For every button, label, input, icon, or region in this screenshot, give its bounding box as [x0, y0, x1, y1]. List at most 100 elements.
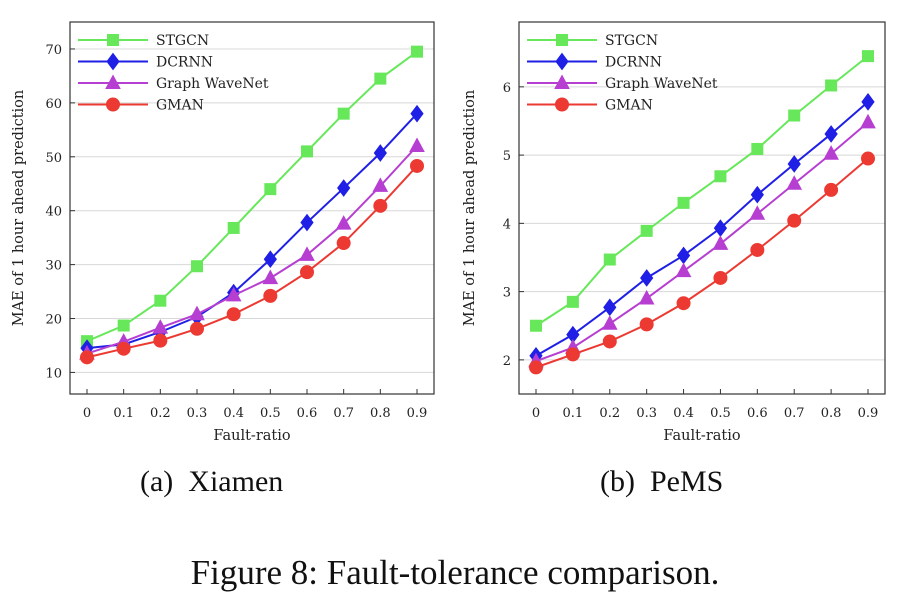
- data-point-gman: [190, 321, 204, 336]
- data-point-dcrnn: [603, 298, 617, 317]
- x-tick-label: 0: [83, 406, 91, 421]
- data-point-gman: [410, 158, 424, 173]
- data-point-dcrnn: [676, 246, 691, 265]
- data-point-stgcn: [191, 260, 203, 273]
- y-tick-label: 2: [503, 354, 511, 369]
- data-point-graph-wavenet: [299, 246, 315, 261]
- y-tick-label: 4: [503, 217, 511, 232]
- x-axis-label: Fault-ratio: [663, 428, 740, 444]
- x-tick-label: 0.7: [784, 406, 805, 421]
- data-point-gman: [80, 350, 94, 365]
- data-point-gman: [676, 296, 691, 311]
- data-point-gman: [336, 236, 351, 251]
- plot-frame: [518, 21, 886, 395]
- data-point-dcrnn: [337, 179, 351, 197]
- x-tick-label: 0.5: [710, 406, 731, 421]
- data-point-stgcn: [677, 196, 690, 209]
- y-tick-label: 5: [503, 149, 511, 164]
- x-axis-label: Fault-ratio: [213, 428, 290, 444]
- legend-label-stgcn: STGCN: [605, 33, 658, 49]
- data-point-stgcn: [714, 170, 727, 183]
- y-tick-label: 50: [45, 151, 62, 166]
- x-tick-label: 0.8: [821, 406, 842, 421]
- legend-marker-dcrnn: [106, 52, 120, 71]
- series-line-dcrnn: [535, 101, 869, 357]
- series-line-dcrnn: [86, 112, 418, 350]
- data-point-gman: [824, 182, 839, 197]
- data-point-gman: [226, 307, 241, 322]
- y-tick-label: 6: [503, 81, 511, 96]
- data-point-stgcn: [154, 294, 167, 307]
- data-point-gman: [116, 341, 131, 356]
- data-point-stgcn: [411, 45, 423, 58]
- legend-marker-stgcn: [556, 34, 568, 46]
- data-point-stgcn: [825, 79, 838, 92]
- data-point-dcrnn: [373, 144, 387, 162]
- data-point-dcrnn: [824, 125, 838, 143]
- data-point-stgcn: [117, 319, 130, 332]
- data-point-graph-wavenet: [638, 289, 655, 305]
- series-line-stgcn: [86, 50, 418, 343]
- data-point-dcrnn: [787, 155, 801, 173]
- x-tick-label: 0.6: [747, 406, 768, 421]
- x-tick-label: 0.3: [187, 406, 208, 421]
- x-tick-label: 0.1: [563, 406, 584, 421]
- data-point-dcrnn: [300, 213, 314, 232]
- data-point-dcrnn: [861, 93, 875, 111]
- data-point-stgcn: [301, 145, 313, 158]
- data-point-gman: [565, 347, 580, 362]
- data-point-dcrnn: [713, 219, 728, 237]
- data-point-gman: [787, 213, 802, 228]
- x-tick-label: 0: [532, 406, 540, 421]
- x-tick-label: 0.5: [260, 406, 281, 421]
- y-tick-label: 60: [45, 97, 62, 112]
- data-point-graph-wavenet: [601, 315, 618, 330]
- data-point-graph-wavenet: [860, 113, 876, 129]
- legend-label-gman: GMAN: [156, 98, 204, 114]
- data-point-graph-wavenet: [152, 319, 169, 334]
- y-tick-label: 10: [45, 366, 62, 381]
- y-tick-label: 3: [503, 286, 511, 301]
- chart-xiamen: 10 20 30 40 50 60 70 0 0.1 0.2 0.3 0.4 0.5 0.6 0.7 0.8 0…: [11, 21, 435, 444]
- data-point-stgcn: [751, 142, 764, 155]
- subcaption-pems: (b) PeMS: [600, 465, 724, 498]
- data-point-gman: [602, 334, 617, 349]
- data-point-dcrnn: [750, 185, 764, 204]
- data-point-dcrnn: [263, 250, 277, 269]
- data-point-stgcn: [530, 319, 542, 332]
- data-point-graph-wavenet: [372, 177, 389, 192]
- legend-marker-gman: [106, 97, 120, 112]
- data-point-gman: [861, 151, 875, 166]
- data-point-graph-wavenet: [786, 175, 803, 190]
- figure-caption: Figure 8: Fault-tolerance comparison.: [190, 553, 720, 592]
- legend-marker-graph-wavenet: [105, 74, 121, 89]
- legend-label-stgcn: STGCN: [156, 33, 209, 49]
- y-axis-label: MAE of 1 hour ahead prediction: [462, 90, 478, 326]
- data-point-gman: [153, 333, 168, 348]
- legend-label-graph-wavenet: Graph WaveNet: [605, 76, 718, 92]
- data-point-graph-wavenet: [675, 262, 692, 278]
- data-point-stgcn: [862, 50, 874, 63]
- x-tick-label: 0.1: [113, 406, 134, 421]
- legend-marker-gman: [555, 97, 569, 112]
- data-point-stgcn: [603, 253, 616, 266]
- y-tick-label: 70: [45, 43, 62, 58]
- legend-marker-stgcn: [107, 34, 119, 46]
- chart-pems: 2 3 4 5 6 0 0.1 0.2 0.3 0.4 0.5 0.6 0.7 0.8 0.9 Fault-r…: [462, 21, 886, 444]
- series-line-stgcn: [535, 55, 869, 327]
- data-point-graph-wavenet: [712, 235, 729, 250]
- y-tick-label: 40: [45, 205, 62, 220]
- x-tick-label: 0.2: [150, 406, 171, 421]
- legend-marker-dcrnn: [555, 52, 569, 71]
- data-point-graph-wavenet: [335, 215, 352, 230]
- y-axis-label: MAE of 1 hour ahead prediction: [11, 90, 27, 326]
- x-tick-label: 0.4: [673, 406, 694, 421]
- data-point-gman: [713, 270, 728, 285]
- legend-label-dcrnn: DCRNN: [605, 55, 662, 71]
- data-point-gman: [300, 265, 314, 280]
- series-line-gman: [86, 165, 418, 359]
- data-point-graph-wavenet: [409, 137, 425, 152]
- x-tick-label: 0.3: [636, 406, 657, 421]
- data-point-stgcn: [227, 221, 240, 234]
